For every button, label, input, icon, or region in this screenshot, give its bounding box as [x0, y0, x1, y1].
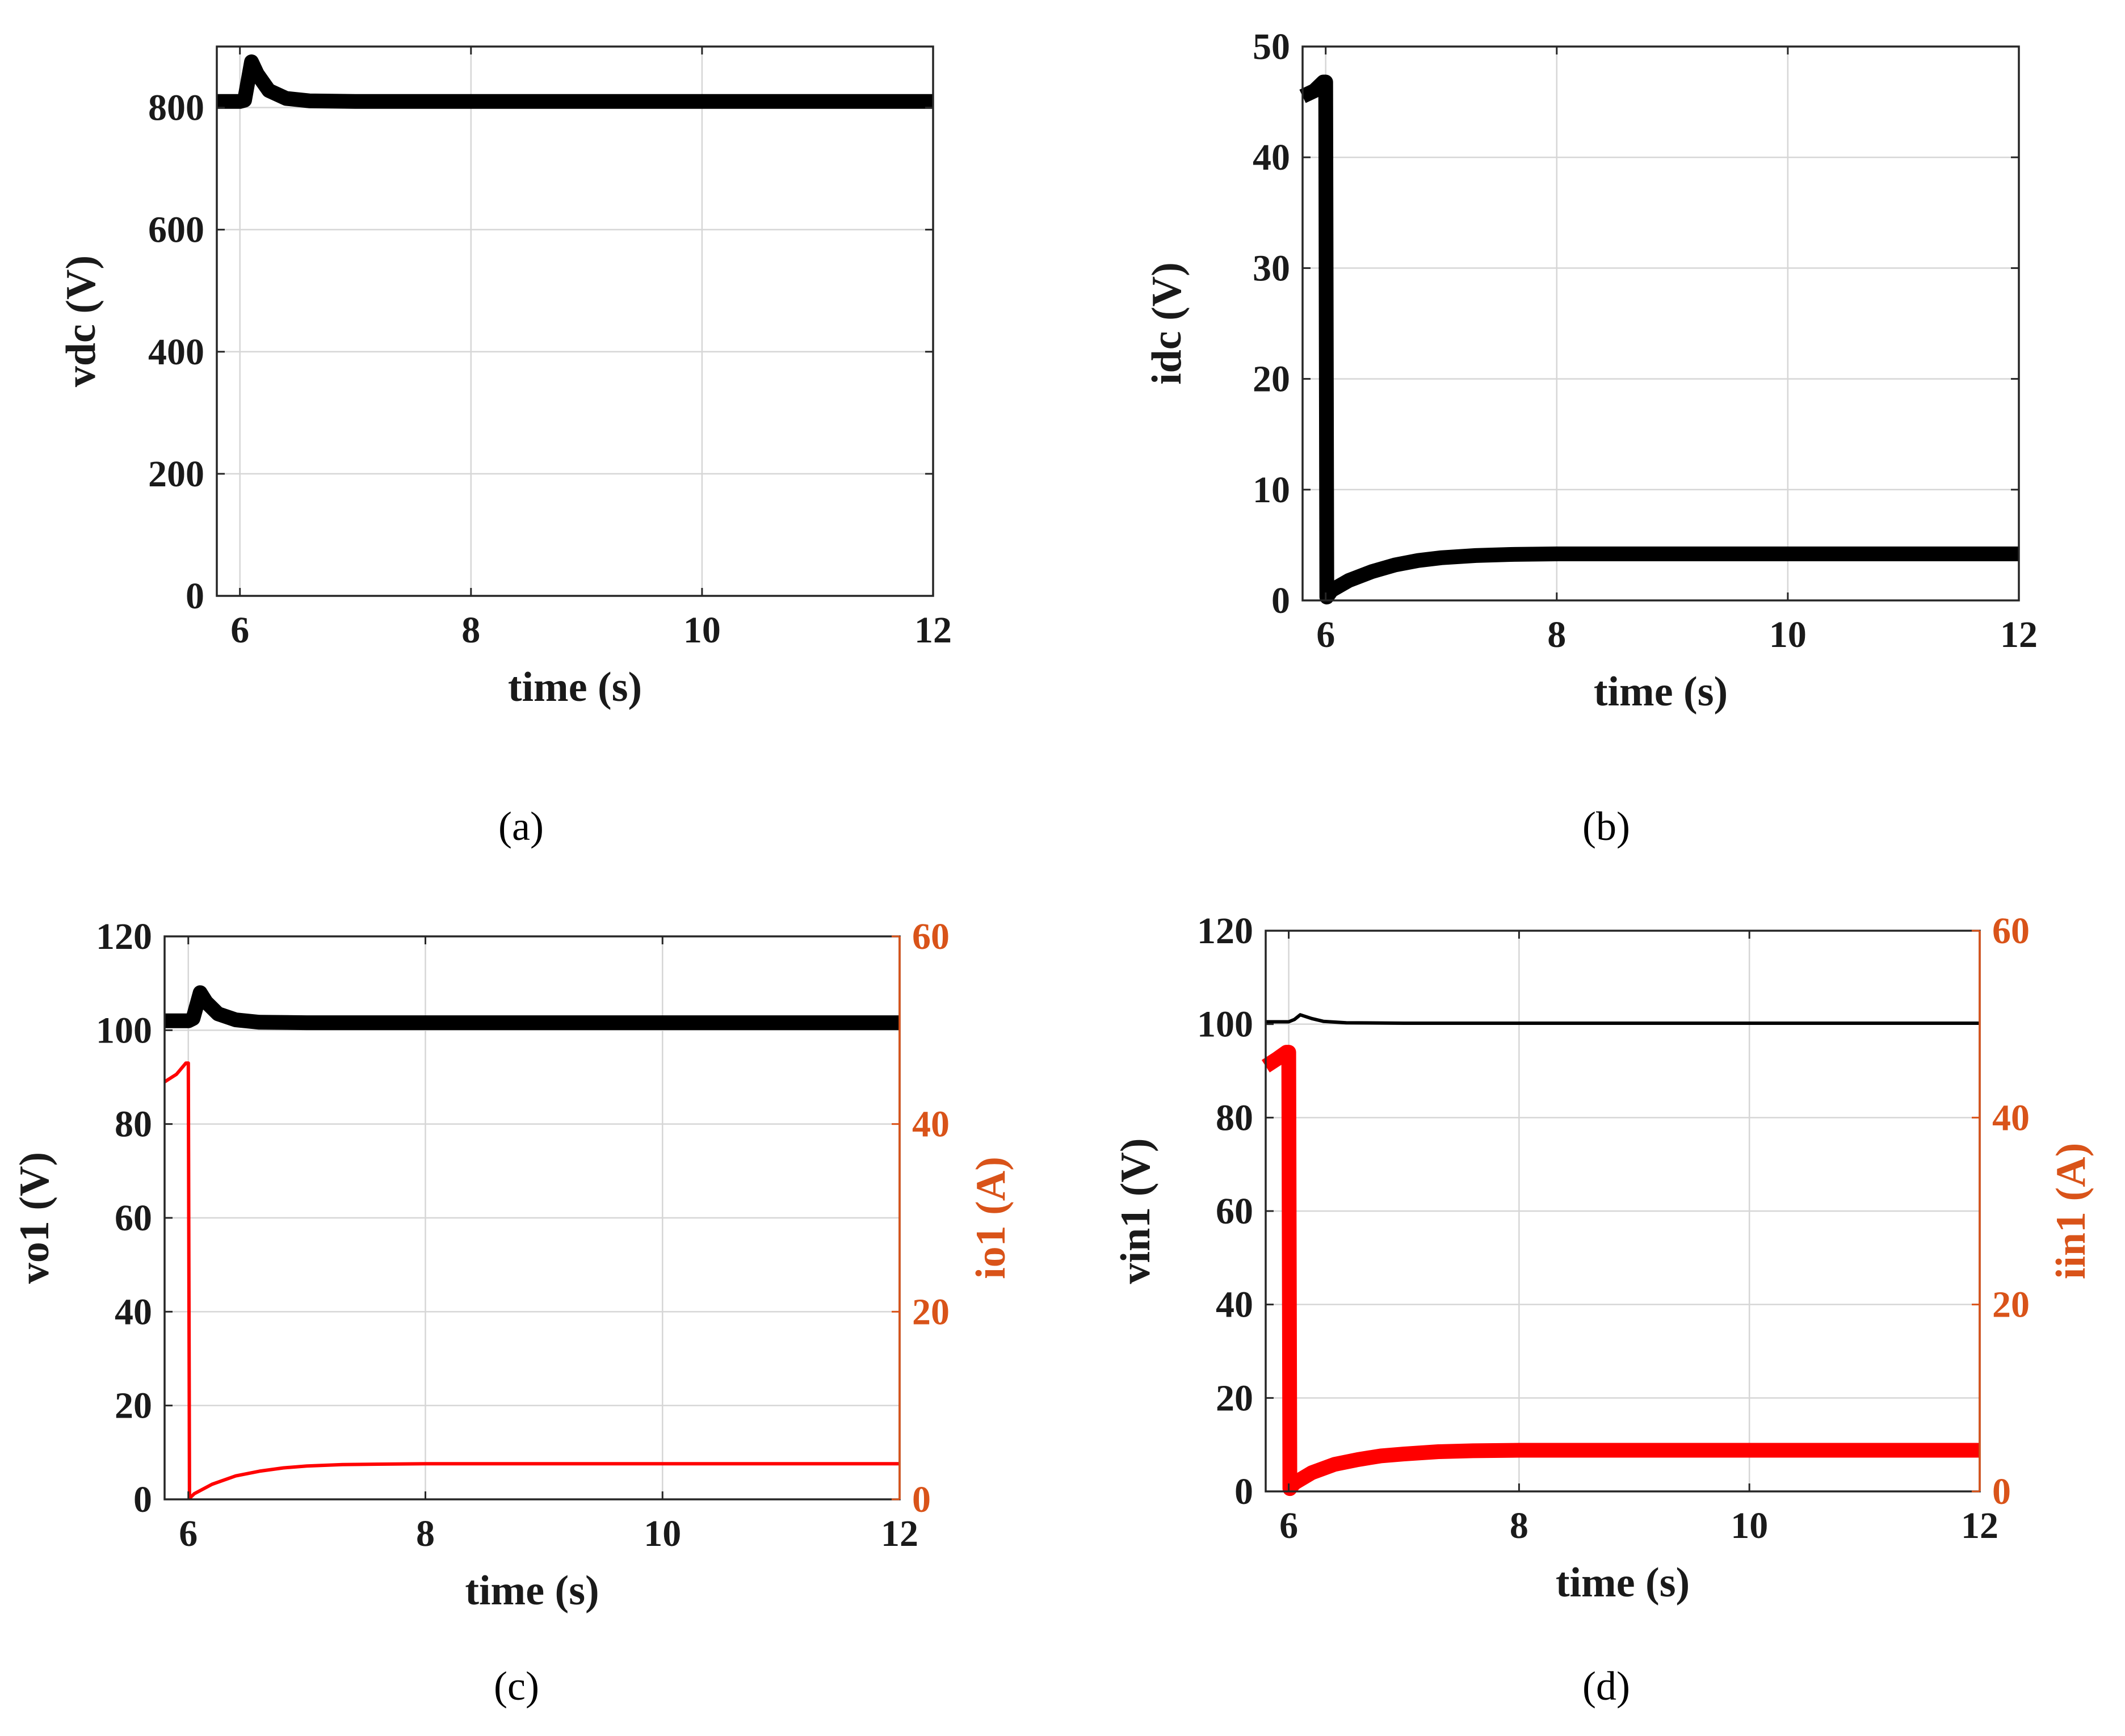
panel-a-xtick-label-0: 6 [230, 610, 249, 651]
panel-b-xticks: 6 8 10 12 [1316, 47, 2038, 655]
panel-b-ylabel: idc (V) [1144, 262, 1190, 385]
panel-d-series [1261, 1013, 1980, 1497]
panel-c-ytick-label-4: 80 [115, 1104, 152, 1145]
panel-a-ylabel: vdc (V) [58, 255, 104, 387]
panel-c-ytick-label-3: 60 [115, 1197, 152, 1239]
panel-a-yticks: 0 200 400 600 800 [148, 87, 933, 617]
panel-b-xlabel: time (s) [1594, 669, 1728, 715]
panel-d-y2tick-label-2: 40 [1992, 1097, 2030, 1138]
panel-b-xtick-label-1: 8 [1547, 614, 1566, 655]
panel-d-caption: (d) [1582, 1663, 1630, 1709]
panel-c-xlabel: time (s) [465, 1567, 599, 1614]
panel-d-xlabel: time (s) [1556, 1560, 1690, 1606]
panel-a-ytick-label-4: 800 [148, 87, 204, 129]
panel-a-xtick-label-3: 12 [914, 610, 952, 651]
panel-d-ytick-label-6: 120 [1197, 910, 1253, 952]
panel-b: 6 8 10 12 0 10 20 30 40 50 time (s) idc (V) (b) [1144, 26, 2038, 849]
panel-c-xtick-label-3: 12 [881, 1513, 918, 1554]
panel-d-y2ticks: 0 20 40 60 [1972, 910, 2030, 1512]
panel-b-xtick-label-3: 12 [2000, 614, 2038, 655]
panel-c-series-vo1 [165, 985, 900, 1031]
panel-a: 6 8 10 12 0 200 400 600 800 time (s) vdc (V) (a… [58, 45, 952, 849]
panel-b-xtick-label-2: 10 [1769, 614, 1807, 655]
panel-a-ytick-label-0: 0 [186, 575, 204, 617]
panel-c-ytick-label-5: 100 [96, 1010, 152, 1051]
panel-b-ytick-label-3: 30 [1253, 247, 1290, 289]
panel-d-y2tick-label-1: 20 [1992, 1284, 2030, 1326]
panel-c-ytick-label-2: 40 [115, 1291, 152, 1333]
panel-d-xtick-label-2: 10 [1731, 1505, 1768, 1546]
panel-b-series-idc [1299, 74, 2019, 605]
panel-b-ytick-label-0: 0 [1271, 580, 1290, 621]
panel-b-ytick-label-5: 50 [1253, 26, 1290, 68]
panel-d-series-vin1 [1266, 1013, 1980, 1025]
panel-c-yticks: 0 20 40 60 80 100 120 [96, 916, 173, 1520]
panel-a-series [217, 54, 933, 109]
panel-c-series-io1 [163, 1061, 900, 1500]
panel-b-ytick-label-1: 10 [1253, 469, 1290, 511]
panel-d-y2tick-label-0: 0 [1992, 1471, 2011, 1512]
panel-c-caption: (c) [494, 1663, 539, 1709]
panel-d-xtick-label-0: 6 [1279, 1505, 1298, 1546]
panel-d-ytick-label-4: 80 [1216, 1097, 1253, 1138]
panel-d-xtick-label-1: 8 [1510, 1505, 1528, 1546]
panel-a-xtick-label-2: 10 [683, 610, 721, 651]
panel-a-ytick-label-2: 400 [148, 331, 204, 373]
panel-c-y2tick-label-0: 0 [912, 1479, 931, 1520]
panel-a-plot-frame [216, 45, 934, 597]
panel-c-ylabel: vo1 (V) [11, 1152, 58, 1284]
panel-c-xticks: 6 8 10 12 [179, 936, 918, 1554]
panel-d-y2label: iin1 (A) [2048, 1143, 2094, 1280]
panel-a-ytick-label-3: 600 [148, 209, 204, 251]
panel-c-y2ticks: 0 20 40 60 [892, 916, 950, 1520]
panel-c-xtick-label-1: 8 [416, 1513, 435, 1554]
panel-b-ytick-label-2: 20 [1253, 359, 1290, 400]
panel-c-ytick-label-0: 0 [133, 1479, 152, 1520]
panel-b-plot-frame [1301, 45, 2020, 602]
panel-b-xtick-label-0: 6 [1316, 614, 1335, 655]
panel-c-ytick-label-6: 120 [96, 916, 152, 957]
panel-a-ytick-label-1: 200 [148, 453, 204, 495]
panel-c-xtick-label-2: 10 [644, 1513, 681, 1554]
panel-c-xtick-label-0: 6 [179, 1513, 198, 1554]
panel-d-yticks: 0 20 40 60 80 100 120 [1197, 910, 1274, 1512]
panel-a-series-vdc [217, 54, 933, 109]
panel-d-xtick-label-3: 12 [1961, 1505, 1998, 1546]
panel-d-ytick-label-1: 20 [1216, 1377, 1253, 1419]
panel-b-caption: (b) [1582, 804, 1630, 849]
panel-d-ytick-label-2: 40 [1216, 1284, 1253, 1326]
panel-d-ylabel: vin1 (V) [1112, 1138, 1159, 1284]
panel-c-series [163, 985, 900, 1500]
panel-b-ytick-label-4: 40 [1253, 137, 1290, 178]
panel-b-yticks: 0 10 20 30 40 50 [1253, 26, 2019, 621]
panel-a-caption: (a) [498, 804, 544, 849]
panel-a-xticks: 6 8 10 12 [230, 47, 952, 651]
panel-a-xtick-label-1: 8 [461, 610, 480, 651]
panel-d-ytick-label-3: 60 [1216, 1191, 1253, 1232]
panel-c-y2tick-label-1: 20 [912, 1291, 950, 1333]
panel-d-series-iin1 [1261, 1045, 1980, 1497]
panel-d-y2tick-label-3: 60 [1992, 910, 2030, 952]
panel-d-ytick-label-5: 100 [1197, 1004, 1253, 1045]
panel-d-ytick-label-0: 0 [1234, 1471, 1253, 1512]
panel-c-y2tick-label-2: 40 [912, 1104, 950, 1145]
panel-a-xlabel: time (s) [508, 664, 642, 711]
panel-b-series [1299, 74, 2019, 605]
panel-c-ytick-label-1: 20 [115, 1385, 152, 1427]
panel-c-y2tick-label-3: 60 [912, 916, 950, 957]
panel-c-y2label: io1 (A) [968, 1157, 1014, 1279]
